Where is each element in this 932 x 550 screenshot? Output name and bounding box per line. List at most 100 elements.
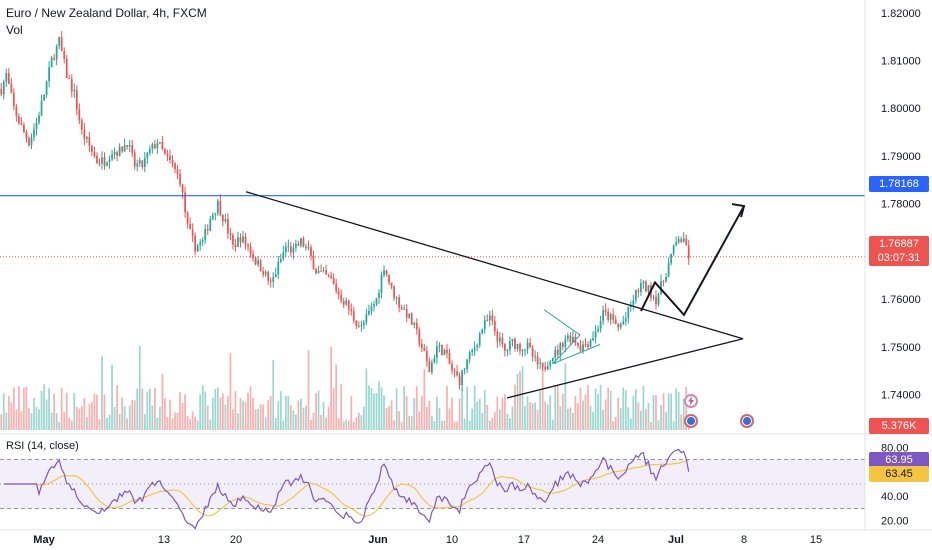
volume-bar [345,419,348,430]
candle-body [612,314,615,320]
volume-bar [383,395,385,430]
volume-bar [342,421,345,430]
economic-event-icon[interactable] [684,414,698,428]
volume-bar [315,393,317,430]
candle-body [451,363,453,371]
volume-bar [297,400,300,430]
volume-bar [438,407,441,430]
candle-body [561,343,564,347]
volume-bar [131,400,134,430]
candle-body [10,83,13,93]
volume-bar [446,386,448,430]
candle-body [78,109,81,121]
candle-body [357,325,360,327]
candle-body [670,253,672,264]
candle-body [227,219,229,234]
volume-bar [468,420,471,430]
candle-body [410,313,413,325]
volume-bar [433,421,436,430]
candle-body [18,115,20,124]
lightning-event-icon[interactable] [684,394,698,408]
volume-bar [577,403,579,430]
volume-bar [617,397,620,430]
candle-body [385,270,388,275]
volume-bar [451,397,453,430]
candle-body [413,322,416,325]
symbol-title[interactable]: Euro / New Zealand Dollar, 4h, FXCM [6,6,207,20]
volume-bar [579,387,582,430]
candle-body [58,37,61,46]
flag-pattern-drawing [543,309,601,365]
volume-bar [501,397,504,430]
volume-bar [655,395,657,430]
volume-bar [264,417,267,430]
volume-bar [405,396,408,430]
volume-bar [300,398,302,430]
volume-bar [244,402,247,430]
time-tick-label: 15 [810,534,822,546]
candle-body [677,239,680,243]
volume-bar [410,416,413,430]
volume-bar [390,400,393,430]
candle-body [509,341,511,350]
candle-body [20,123,23,125]
volume-bar [589,405,592,430]
price-tick-label: 1.82000 [881,8,921,20]
candle-body [352,311,355,321]
volume-bar [121,397,124,430]
volume-bar [672,421,675,430]
candle-body [300,238,302,246]
volume-indicator-label[interactable]: Vol [6,23,23,37]
volume-bar [206,405,209,430]
volume-bar [249,386,252,430]
volume-bar [612,421,615,430]
volume-bar [75,406,78,430]
candle-body [179,173,181,185]
candle-body [420,344,423,348]
volume-bar [116,384,118,430]
candle-body [531,347,534,357]
candle-body [506,349,509,351]
candle-body [274,274,277,278]
candle-body [143,158,146,167]
volume-bar [118,414,121,430]
rsi-tick-label: 80.00 [881,442,909,454]
time-tick-label: Jun [368,534,388,546]
countdown-badge: 03:07:31 [869,250,929,266]
candle-body [363,322,365,326]
economic-event-icon-future[interactable] [740,414,754,428]
candle-body [544,366,547,370]
volume-bar [423,368,426,430]
volume-bar [347,421,350,430]
price-tick-label: 1.78000 [881,199,921,211]
candle-body [647,285,650,292]
volume-bar [224,404,227,430]
candle-body [325,270,327,275]
candle-body [569,335,572,343]
volume-bar [481,412,484,430]
candle-body [219,200,222,216]
volume-bar [335,364,338,430]
volume-bar [18,386,20,430]
volume-bar [252,397,254,430]
volume-bar [277,401,280,430]
volume-bar [126,418,129,430]
candle-body [652,296,655,298]
volume-bar [516,373,519,430]
candle-body [40,100,43,116]
candle-body [121,146,124,152]
candle-body [378,292,380,298]
candle-body [2,81,5,95]
trendline-drawings[interactable] [245,191,746,399]
volume-bar [564,363,567,430]
candle-body [103,157,106,166]
volume-bar [159,406,161,430]
candle-body [587,344,589,347]
candle-body [551,357,554,362]
rsi-indicator-label[interactable]: RSI (14, close) [6,440,79,452]
candle-body [196,245,199,252]
candle-body [153,144,156,149]
volume-bar [143,414,146,430]
volume-bar [272,359,275,430]
